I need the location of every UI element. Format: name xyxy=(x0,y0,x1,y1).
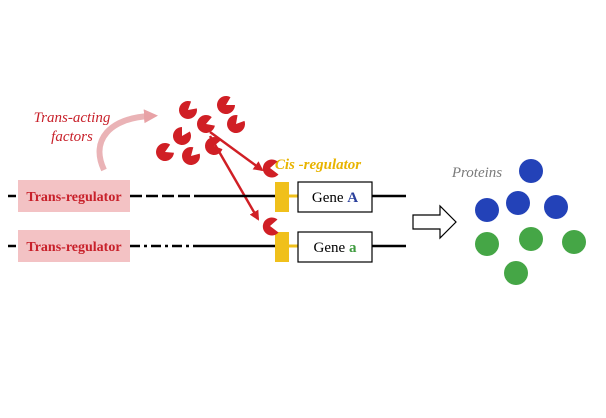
proteins-cluster xyxy=(475,159,586,285)
cis-regulator-box-lower xyxy=(275,232,289,262)
trans-acting-factor-icon xyxy=(182,147,200,165)
cis-regulator-label: Cis -regulator xyxy=(275,157,361,173)
protein-blue xyxy=(519,159,543,183)
proteins-label: Proteins xyxy=(451,165,502,181)
curved-arrow-icon xyxy=(96,109,158,172)
trans-regulator-box-lower xyxy=(18,230,130,262)
protein-blue xyxy=(544,195,568,219)
factor-bound-upper-icon xyxy=(262,159,279,178)
trans-acting-factor-icon xyxy=(227,115,245,133)
protein-green xyxy=(519,227,543,251)
protein-green xyxy=(562,230,586,254)
gene-box-lower xyxy=(297,231,373,263)
cis-regulator-box-upper xyxy=(275,182,289,212)
trans-acting-factor-icon xyxy=(156,143,174,161)
trans-acting-factor-icon xyxy=(197,115,215,133)
protein-green xyxy=(504,261,528,285)
trans-acting-factor-icon xyxy=(217,96,235,114)
trans-acting-factors xyxy=(156,96,245,165)
trans-acting-factor-icon xyxy=(173,127,191,145)
trans-acting-factor-icon xyxy=(179,100,197,119)
factor-bound-lower-icon xyxy=(262,217,279,236)
protein-green xyxy=(475,232,499,256)
trans-regulator-label-upper: Trans-regulator xyxy=(26,190,121,205)
protein-blue xyxy=(475,198,499,222)
gene-label-lower: Gene a xyxy=(314,240,357,256)
gene-label-upper: Gene A xyxy=(312,190,358,206)
factor-arrow-lower xyxy=(208,135,260,221)
expression-arrow-icon xyxy=(412,204,457,240)
allele-a: a xyxy=(349,240,357,256)
trans-regulator-box-upper xyxy=(18,180,130,212)
trans-acting-label-line2: factors xyxy=(51,129,93,145)
trans-regulator-label-lower: Trans-regulator xyxy=(26,240,121,255)
allele-A: A xyxy=(347,190,358,206)
gene-box-upper xyxy=(297,181,373,213)
factor-arrow-upper xyxy=(209,130,264,172)
trans-acting-label-line1: Trans-acting xyxy=(34,110,111,126)
locus-lower: Trans-regulator Gene a xyxy=(8,217,406,263)
locus-upper: Trans-regulator Gene A xyxy=(8,159,406,213)
trans-acting-factor-icon xyxy=(205,137,223,155)
protein-blue xyxy=(506,191,530,215)
